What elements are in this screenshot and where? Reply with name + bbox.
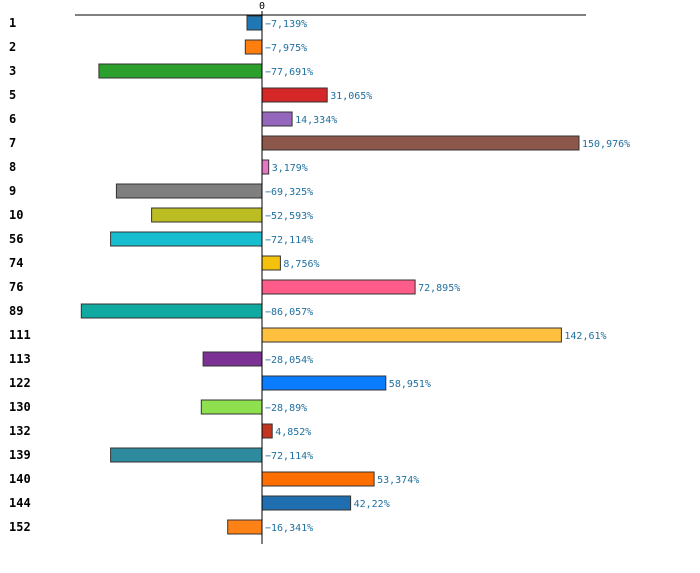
bar [110, 447, 263, 463]
category-label: 130 [9, 400, 31, 414]
bar [246, 15, 263, 31]
bar [261, 159, 270, 175]
value-label: 142,61% [564, 331, 606, 342]
bar [261, 279, 416, 295]
bar [227, 519, 263, 535]
bar [244, 39, 263, 55]
category-label: 111 [9, 328, 31, 342]
value-label: −16,341% [265, 523, 313, 534]
category-label: 8 [9, 160, 16, 174]
value-label: 14,334% [295, 115, 337, 126]
bars-group [80, 15, 580, 535]
bar [110, 231, 263, 247]
category-label: 122 [9, 376, 31, 390]
category-label: 152 [9, 520, 31, 534]
axis-group: 0 [75, 1, 586, 544]
value-label: 150,976% [582, 139, 630, 150]
value-label: 31,065% [330, 91, 372, 102]
value-label: −72,114% [265, 235, 313, 246]
value-label: 58,951% [389, 379, 431, 390]
category-label: 113 [9, 352, 31, 366]
category-label: 139 [9, 448, 31, 462]
category-label: 56 [9, 232, 23, 246]
value-label: −28,054% [265, 355, 313, 366]
category-label: 10 [9, 208, 23, 222]
category-label: 5 [9, 88, 16, 102]
labels-group: 1 −7,139% 2 −7,975% 3 −77,691% 5 31,065% 6 14,334… [9, 16, 630, 534]
bar [261, 375, 387, 391]
category-label: 132 [9, 424, 31, 438]
value-label: 53,374% [377, 475, 419, 486]
value-label: −77,691% [265, 67, 313, 78]
bar [261, 327, 562, 343]
category-label: 6 [9, 112, 16, 126]
bar [261, 423, 273, 439]
bar [261, 471, 375, 487]
bar [80, 303, 263, 319]
x-tick-label: 0 [259, 1, 265, 12]
category-label: 89 [9, 304, 23, 318]
value-label: 8,756% [283, 259, 319, 270]
category-label: 7 [9, 136, 16, 150]
category-label: 9 [9, 184, 16, 198]
category-label: 140 [9, 472, 31, 486]
bar [98, 63, 263, 79]
category-label: 2 [9, 40, 16, 54]
value-label: 42,22% [354, 499, 390, 510]
bar [261, 135, 580, 151]
category-label: 144 [9, 496, 31, 510]
bar [261, 255, 281, 271]
bar [261, 87, 328, 103]
category-label: 3 [9, 64, 16, 78]
bar [261, 495, 352, 511]
value-label: −86,057% [265, 307, 313, 318]
bar [261, 111, 293, 127]
value-label: −28,89% [265, 403, 307, 414]
category-label: 76 [9, 280, 23, 294]
bar [200, 399, 263, 415]
value-label: 3,179% [272, 163, 308, 174]
value-label: −7,139% [265, 19, 307, 30]
value-label: −69,325% [265, 187, 313, 198]
category-label: 74 [9, 256, 23, 270]
bar [115, 183, 263, 199]
category-label: 1 [9, 16, 16, 30]
value-label: −52,593% [265, 211, 313, 222]
value-label: −72,114% [265, 451, 313, 462]
bar [202, 351, 263, 367]
value-label: 4,852% [275, 427, 311, 438]
value-label: 72,895% [418, 283, 460, 294]
value-label: −7,975% [265, 43, 307, 54]
bar [151, 207, 263, 223]
